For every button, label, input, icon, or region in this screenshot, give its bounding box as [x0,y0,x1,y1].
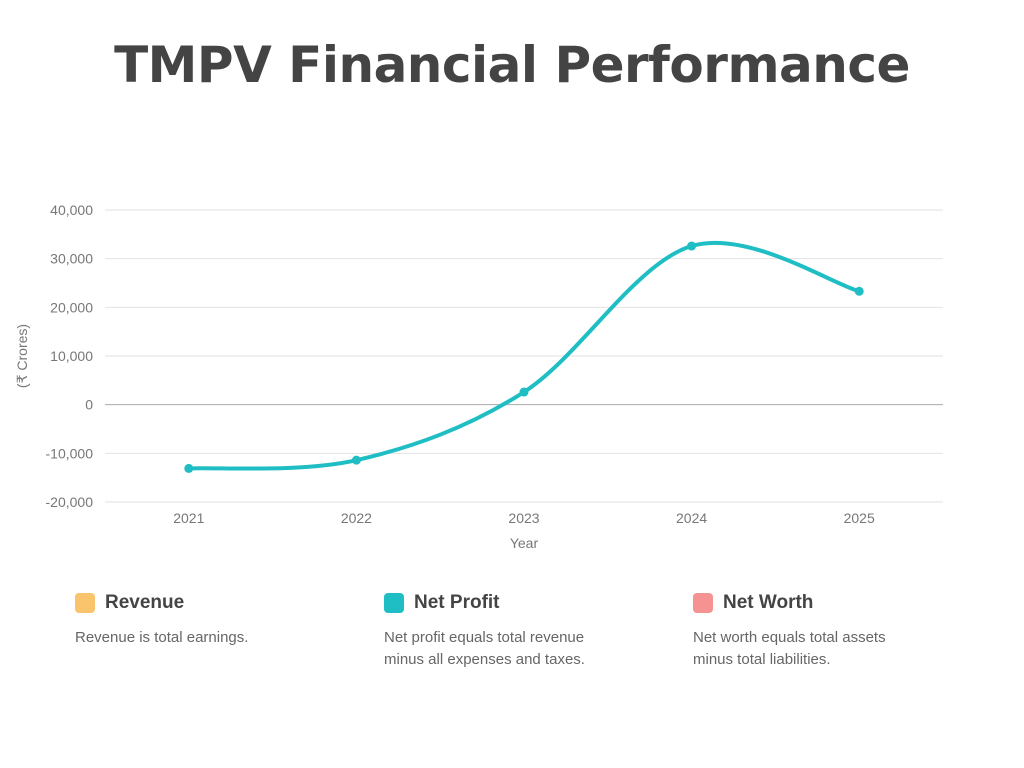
y-axis-label: (₹ Crores) [14,324,30,388]
x-tick-label: 2021 [173,510,204,526]
y-tick-label: 10,000 [50,348,93,364]
legend-swatch [384,593,404,613]
data-point [184,463,194,473]
x-tick-label: 2022 [341,510,372,526]
x-tick-label: 2025 [844,510,875,526]
y-tick-label: 0 [85,397,93,413]
legend-swatch [75,593,95,613]
legend-net-profit: Net Profit Net profit equals total reven… [384,592,624,671]
y-tick-label: 40,000 [50,202,93,218]
data-point [687,241,697,251]
x-tick-label: 2024 [676,510,707,526]
y-tick-label: 20,000 [50,299,93,315]
data-point [351,455,361,465]
y-tick-label: 30,000 [50,251,93,267]
legend-description: Net worth equals total assets minus tota… [693,629,886,668]
x-tick-label: 2023 [508,510,539,526]
x-axis-label: Year [510,535,539,551]
legend-label: Net Worth [723,592,814,613]
data-point [854,286,864,296]
legend-label: Net Profit [414,592,500,613]
line-chart: -20,000 -10,000 0 10,000 20,000 30,000 40,000 2… [14,202,943,551]
chart-title: TMPV Financial Performance [114,36,910,94]
data-point [519,387,529,397]
legend-label: Revenue [105,592,185,613]
legend-description: Revenue is total earnings. [75,629,249,646]
legend-revenue: Revenue Revenue is total earnings. [75,592,355,649]
y-tick-label: -20,000 [46,494,94,510]
y-tick-label: -10,000 [46,445,94,461]
legend-swatch [693,593,713,613]
legend-description: Net profit equals total revenue minus al… [384,629,585,668]
legend-net-worth: Net Worth Net worth equals total assets … [693,592,923,671]
